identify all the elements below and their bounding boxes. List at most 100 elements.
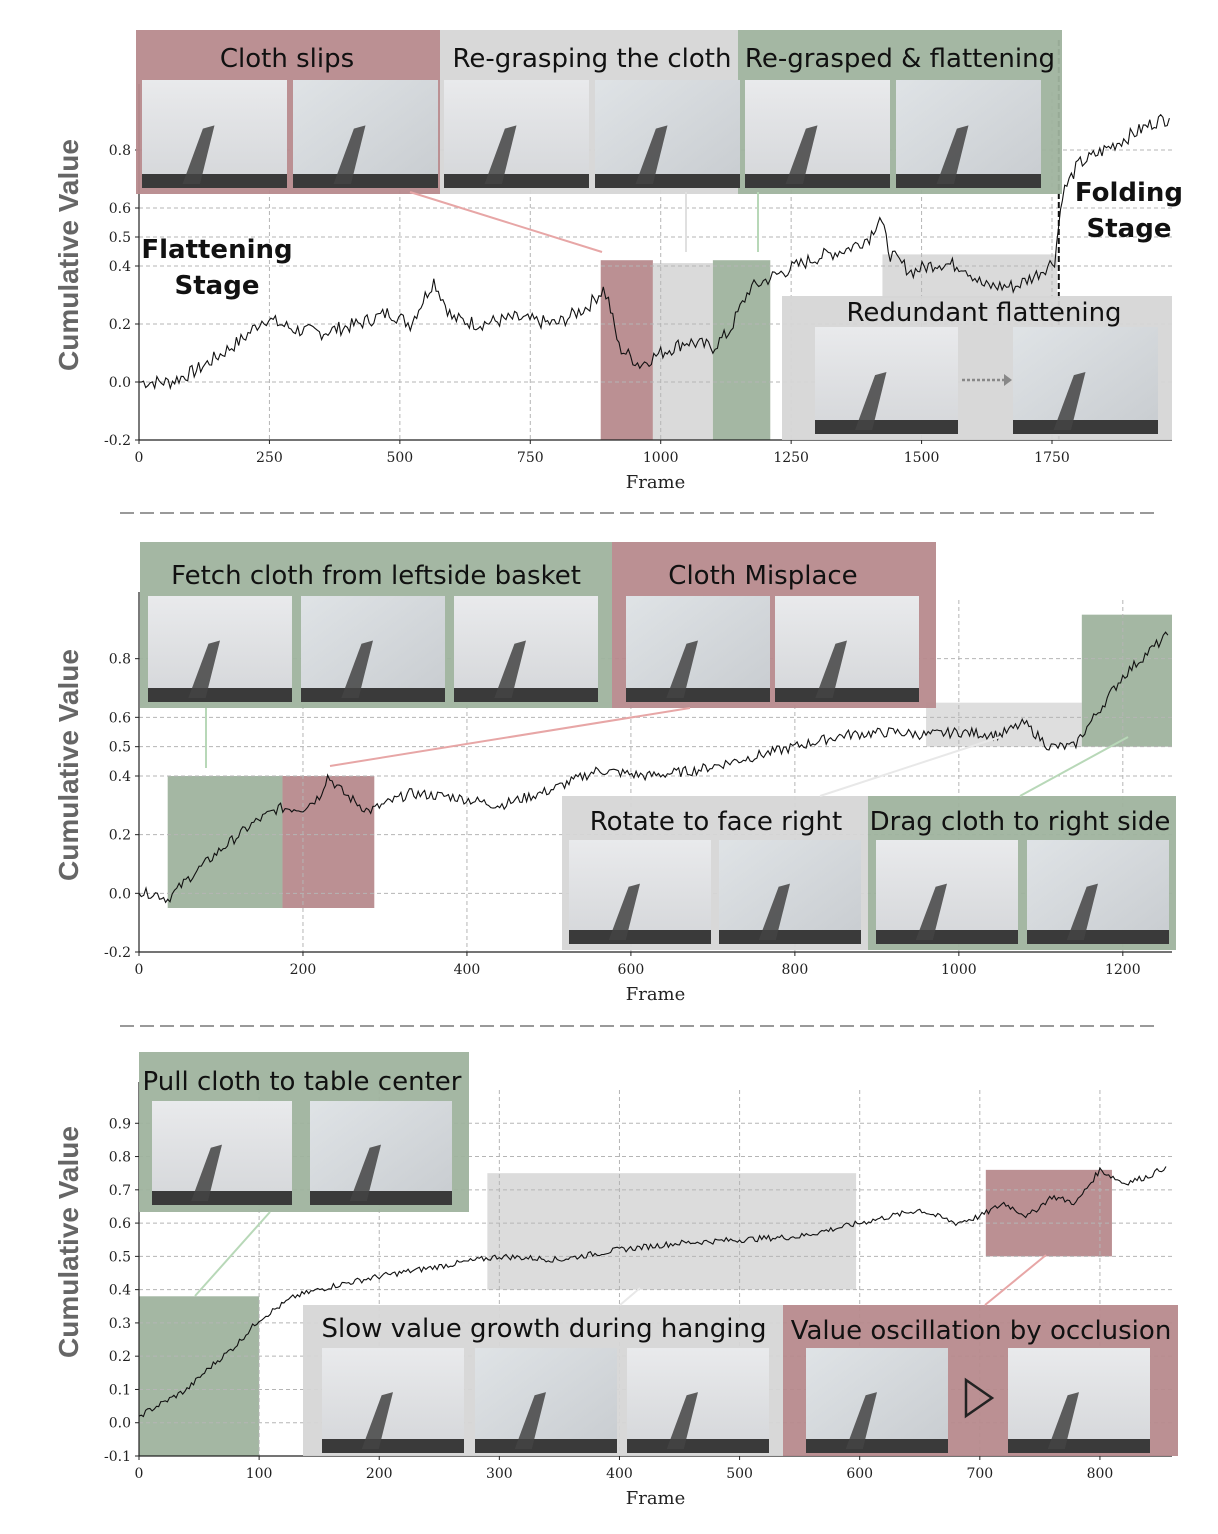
y-tick-label: -0.2 (104, 945, 131, 961)
x-tick-label: 400 (606, 1466, 633, 1482)
thumbnail-photo (876, 840, 1018, 944)
thumbnail-photo (152, 1101, 292, 1205)
y-axis-title: Cumulative Value (53, 139, 84, 371)
photo-background (1027, 840, 1169, 944)
photo-table-edge (806, 1439, 948, 1453)
annotation-label: Re-grasped & flattening (745, 44, 1055, 74)
photo-background (745, 80, 890, 188)
thumbnail-photo (719, 840, 861, 944)
x-tick-label: 300 (486, 1466, 513, 1482)
thumbnail-photo (896, 80, 1041, 188)
connector-line (984, 1254, 1047, 1306)
thumbnail-photo (310, 1101, 452, 1205)
y-tick-label: 0.9 (109, 1116, 131, 1132)
photo-table-edge (148, 688, 292, 702)
y-tick-label: 0.5 (109, 1249, 131, 1265)
y-tick-label: 0.8 (109, 652, 131, 668)
thumbnail-photo (293, 80, 438, 188)
highlight-drag (1081, 614, 1172, 747)
robot-arm-icon (333, 125, 366, 184)
photo-background (148, 596, 292, 702)
annotation-label: Cloth Misplace (668, 561, 857, 591)
photo-background (595, 80, 740, 188)
photo-background (310, 1101, 452, 1205)
photo-table-edge (569, 930, 711, 944)
robot-arm-icon (666, 640, 698, 698)
y-axis-title: Cumulative Value (53, 1126, 84, 1358)
stage-label: Flattening (141, 235, 292, 265)
annotation-label: Fetch cloth from leftside basket (171, 561, 581, 591)
connector-line (409, 191, 603, 253)
photo-table-edge (1027, 930, 1169, 944)
x-tick-label: 200 (366, 1466, 393, 1482)
annotation-label: Cloth slips (220, 44, 354, 74)
y-tick-label: 0.8 (109, 143, 131, 159)
robot-arm-icon (635, 125, 668, 184)
photo-table-edge (627, 1439, 769, 1453)
x-tick-label: 700 (966, 1466, 993, 1482)
y-tick-label: 0.1 (109, 1382, 131, 1398)
photo-background (475, 1348, 617, 1453)
y-tick-label: -0.1 (104, 1449, 131, 1465)
photo-table-edge (293, 174, 438, 188)
x-tick-label: 800 (1087, 1466, 1114, 1482)
photo-table-edge (595, 174, 740, 188)
y-tick-label: 0.2 (109, 828, 131, 844)
photo-table-edge (310, 1191, 452, 1205)
robot-arm-icon (855, 371, 887, 430)
robot-arm-icon (1047, 1392, 1079, 1449)
highlight-regrasping (652, 263, 713, 440)
x-tick-label: 500 (386, 450, 413, 466)
robot-arm-icon (188, 640, 220, 698)
y-tick-label: 0.5 (109, 740, 131, 756)
highlight-rotate (926, 702, 1082, 747)
thumbnail-photo (475, 1348, 617, 1453)
robot-arm-icon (191, 1144, 222, 1201)
photo-table-edge (815, 420, 958, 434)
robot-arm-icon (758, 883, 790, 940)
photo-background (876, 840, 1018, 944)
photo-table-edge (301, 688, 445, 702)
robot-arm-icon (845, 1392, 877, 1449)
annotation-label: Re-grasping the cloth (453, 44, 732, 74)
y-tick-label: 0.2 (109, 317, 131, 333)
photo-background (454, 596, 598, 702)
annotation-label: Slow value growth during hanging (322, 1314, 767, 1344)
photo-background (806, 1348, 948, 1453)
robot-arm-icon (785, 125, 818, 184)
photo-background (1008, 1348, 1150, 1453)
x-tick-label: 600 (846, 1466, 873, 1482)
annotation-label: Drag cloth to right side (870, 807, 1171, 837)
photo-table-edge (152, 1191, 292, 1205)
highlight-regrasped (712, 260, 771, 440)
thumbnail-photo (815, 327, 958, 434)
x-tick-label: 1250 (773, 450, 809, 466)
y-tick-label: 0.8 (109, 1150, 131, 1166)
photo-table-edge (745, 174, 890, 188)
highlight-fetch (167, 776, 283, 908)
thumbnail-photo (626, 596, 770, 702)
y-tick-label: 0.7 (109, 1183, 131, 1199)
x-tick-label: 0 (135, 962, 144, 978)
y-tick-label: 0.0 (109, 375, 131, 391)
connector-line (329, 707, 691, 767)
x-tick-label: 1200 (1105, 962, 1141, 978)
x-axis-title: Frame (626, 472, 686, 493)
series-line-panel-1 (138, 113, 1170, 391)
highlight-occlusion (985, 1169, 1112, 1257)
thumbnail-photo (627, 1348, 769, 1453)
highlight-hanging (487, 1173, 857, 1290)
robot-arm-icon (484, 125, 517, 184)
stage-label: Stage (175, 271, 260, 301)
photo-table-edge (454, 688, 598, 702)
photo-background (1013, 327, 1158, 434)
photo-table-edge (626, 688, 770, 702)
x-tick-label: 1000 (941, 962, 977, 978)
y-tick-label: 0.4 (109, 769, 131, 785)
photo-background (896, 80, 1041, 188)
highlight-misplace (282, 776, 375, 908)
thumbnail-photo (322, 1348, 464, 1453)
y-axis-title: Cumulative Value (53, 649, 84, 881)
annotation-label: Redundant flattening (846, 298, 1121, 328)
annotation-label: Rotate to face right (590, 807, 842, 837)
